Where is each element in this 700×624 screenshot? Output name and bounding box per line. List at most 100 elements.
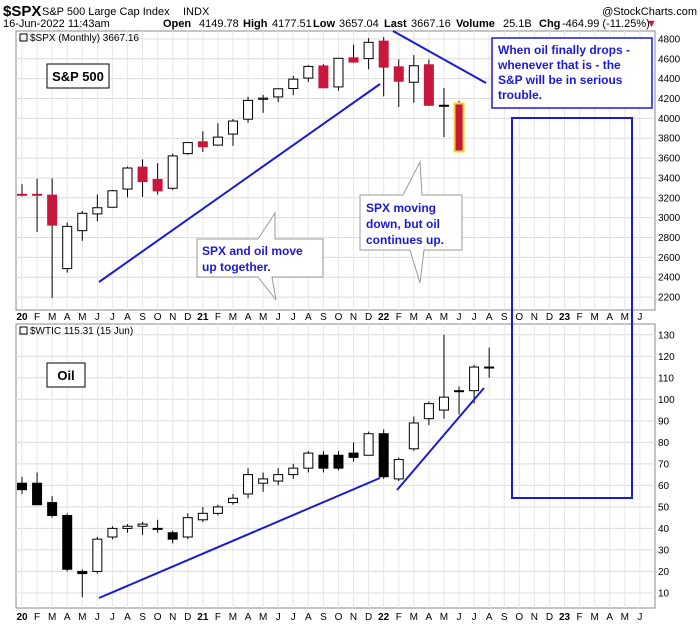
spx-ytick-label: 3200 (658, 193, 681, 204)
spx-candle-body (273, 88, 284, 98)
x-tick-label: 23 (559, 312, 571, 323)
x-tick-label: 23 (559, 612, 571, 623)
x-tick-label: A (486, 312, 493, 323)
spx-ytick-label: 4600 (658, 54, 681, 65)
x-tick-label: M (590, 612, 598, 623)
x-tick-label: J (457, 612, 462, 623)
spx-candle-body (288, 78, 299, 89)
open-value: 4149.78 (199, 18, 239, 30)
callout-frame (359, 160, 463, 284)
spx-uptrend-line (98, 83, 381, 283)
oil-candle-body (32, 482, 43, 506)
chg-value: -464.99 (-11.25%) (562, 18, 650, 30)
spx-ytick-label: 2600 (658, 253, 681, 264)
x-tick-label: O (335, 312, 343, 323)
oil-ytick-label: 70 (658, 459, 670, 470)
oil-candles (17, 334, 495, 598)
oil-panel-title: $WTIC 115.31 (15 Jun) (19, 326, 133, 337)
spx-title: $SPX (Monthly) 3667.16 (30, 33, 139, 44)
x-tick-label: A (245, 312, 252, 323)
x-tick-label: M (440, 312, 448, 323)
x-tick-label: N (169, 312, 176, 323)
x-tick-label: A (64, 612, 71, 623)
callout-line: down, but oil (366, 217, 440, 231)
x-tick-label: F (34, 312, 40, 323)
x-tick-label: J (291, 312, 296, 323)
x-tick-label: A (124, 612, 131, 623)
spx-candle-body (62, 225, 73, 270)
spx-candle-body (92, 207, 103, 215)
x-tick-label: F (577, 312, 583, 323)
x-tick-label: N (531, 312, 538, 323)
x-tick-label: A (606, 312, 613, 323)
spx-candle-body (393, 66, 404, 82)
oil-candle-body (469, 366, 480, 392)
x-tick-label: D (184, 312, 191, 323)
oil-ytick-label: 90 (658, 416, 670, 427)
ohlc-readout: Open 4149.78 High 4177.51 Low 3657.04 La… (163, 18, 657, 30)
spx-candle-body (47, 194, 58, 226)
timestamp: 16-Jun-2022 11:43am (3, 18, 110, 30)
x-tick-label: 22 (378, 612, 390, 623)
callout-together: SPX and oil move up together. (196, 211, 324, 301)
oil-candle-body (227, 497, 238, 504)
x-tick-label: J (95, 612, 100, 623)
x-tick-label: O (515, 612, 523, 623)
x-tick-label: A (305, 612, 312, 623)
spx-panel-title: $SPX (Monthly) 3667.16 (19, 33, 139, 44)
oil-candle-body (17, 482, 27, 491)
spx-ytick-label: 4000 (658, 114, 681, 125)
x-tick-label: J (95, 312, 100, 323)
chg-label: Chg (539, 18, 560, 30)
spx-candle-body (77, 212, 88, 232)
x-tick-label: 20 (16, 312, 28, 323)
callout-frame (196, 211, 324, 301)
x-tick-label: D (365, 612, 372, 623)
x-tick-label: S (139, 612, 146, 623)
spx-candle-body (122, 167, 133, 190)
oil-ytick-label: 60 (658, 481, 670, 492)
spx-candle-body (17, 193, 27, 196)
spx-label-box: S&P 500 (46, 63, 110, 89)
x-tick-label: O (154, 312, 162, 323)
callout-line: SPX moving (366, 201, 436, 215)
spx-ytick-label: 2800 (658, 233, 681, 244)
x-tick-label: A (245, 612, 252, 623)
spx-ytick-label: 2400 (658, 273, 681, 284)
x-tick-label: 20 (16, 612, 28, 623)
annotation-line: trouble. (498, 88, 542, 102)
x-tick-label: F (396, 312, 402, 323)
x-tick-label: O (154, 612, 162, 623)
oil-ytick-label: 50 (658, 502, 670, 513)
annotation-oil-drops: When oil finally drops - whenever that i… (491, 37, 653, 109)
oil-ytick-label: 130 (658, 330, 675, 341)
spx-label-frame (46, 63, 110, 89)
spx-label: S&P 500 (52, 69, 104, 84)
collapse-box-icon[interactable] (19, 326, 28, 335)
spx-candle-body (363, 41, 374, 60)
callout-spx-moving: SPX moving down, but oil continues up. (359, 160, 463, 284)
x-tick-label: N (531, 612, 538, 623)
exchange-label: INDX (183, 6, 210, 18)
oil-uptrend-line-2 (396, 387, 485, 491)
x-tick-label: M (229, 312, 237, 323)
spx-candle-body (318, 65, 329, 89)
x-tick-label: S (501, 312, 508, 323)
x-tick-label: M (410, 312, 418, 323)
oil-candle-body (423, 403, 434, 420)
spx-candle-body (152, 178, 163, 192)
x-tick-label: F (215, 312, 221, 323)
symbol-label: $SPX (3, 3, 41, 20)
x-tick-label: A (606, 612, 613, 623)
spx-y-axis: 2200 2400 2600 2800 3000 3200 3400 3600 3800 4000… (658, 34, 681, 303)
oil-ytick-label: 100 (658, 395, 675, 406)
collapse-box-icon[interactable] (19, 33, 28, 42)
oil-label-box: Oil (46, 362, 86, 388)
x-tick-label: F (34, 612, 40, 623)
callout-line: continues up. (366, 233, 444, 247)
x-tick-label: D (546, 312, 553, 323)
oil-label-frame (46, 362, 86, 388)
x-tick-label: M (78, 312, 86, 323)
x-tick-label: N (350, 612, 357, 623)
trend-lines (98, 30, 487, 599)
